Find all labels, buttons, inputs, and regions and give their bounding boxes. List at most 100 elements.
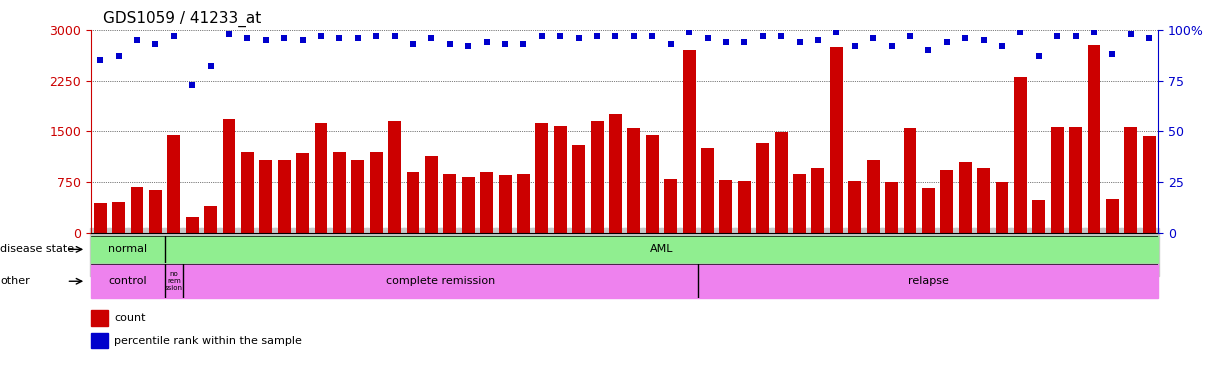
Bar [517, 174, 530, 232]
Bar [1088, 45, 1100, 232]
Bar [904, 128, 916, 232]
Point [1029, 53, 1048, 59]
Text: GDS1059 / 41233_at: GDS1059 / 41233_at [103, 11, 261, 27]
Bar [1124, 127, 1138, 232]
Point [1121, 31, 1140, 37]
Bar [591, 121, 604, 232]
Bar [241, 152, 254, 232]
Point [533, 33, 552, 39]
Bar [1050, 127, 1064, 232]
Text: disease state: disease state [0, 244, 74, 254]
Text: AML: AML [650, 244, 673, 254]
Bar [996, 182, 1008, 232]
Bar [535, 123, 548, 232]
Bar [573, 145, 585, 232]
Point [238, 35, 257, 41]
Point [514, 41, 534, 47]
Bar [91, 310, 108, 326]
Point [91, 57, 110, 63]
Point [164, 33, 183, 39]
Bar [406, 172, 420, 232]
Point [900, 33, 919, 39]
Point [605, 33, 625, 39]
Bar [278, 160, 291, 232]
Point [643, 33, 662, 39]
Bar [978, 168, 990, 232]
Bar [260, 160, 272, 232]
Bar [738, 180, 751, 232]
Bar [958, 162, 972, 232]
Bar [93, 204, 107, 232]
Point [312, 33, 331, 39]
Point [385, 33, 404, 39]
Bar [296, 153, 309, 232]
Bar [91, 236, 165, 262]
Bar [1106, 199, 1118, 232]
Point [220, 31, 239, 37]
Point [1066, 33, 1086, 39]
Bar [222, 119, 235, 232]
Point [753, 33, 773, 39]
Bar [922, 188, 935, 232]
Bar [848, 180, 861, 232]
Point [551, 33, 570, 39]
Text: relapse: relapse [907, 276, 949, 286]
Bar [830, 47, 843, 232]
Point [274, 35, 294, 41]
Bar [867, 160, 879, 232]
Point [1084, 29, 1104, 35]
Bar [793, 174, 805, 232]
Point [422, 35, 442, 41]
Bar [627, 128, 640, 232]
Bar [183, 264, 699, 298]
Bar [165, 264, 183, 298]
Point [1048, 33, 1067, 39]
Point [109, 53, 129, 59]
Point [845, 43, 865, 49]
Bar [665, 178, 677, 232]
Bar [1143, 136, 1156, 232]
Point [440, 41, 460, 47]
Point [679, 29, 699, 35]
Bar [370, 152, 382, 232]
Point [366, 33, 386, 39]
Text: control: control [108, 276, 147, 286]
Point [330, 35, 349, 41]
Bar [1032, 200, 1046, 232]
Point [404, 41, 423, 47]
Point [348, 35, 368, 41]
Bar [719, 180, 733, 232]
Bar [112, 202, 125, 232]
Bar [554, 126, 566, 232]
Text: normal: normal [108, 244, 147, 254]
Text: percentile rank within the sample: percentile rank within the sample [114, 336, 302, 346]
Point [292, 37, 312, 43]
Bar [91, 333, 108, 348]
Point [459, 43, 478, 49]
Bar [609, 114, 622, 232]
Point [625, 33, 644, 39]
Point [495, 41, 514, 47]
Point [569, 35, 588, 41]
Point [716, 39, 735, 45]
Point [127, 37, 147, 43]
Bar [352, 160, 364, 232]
Bar [885, 182, 898, 232]
Bar [1069, 127, 1082, 232]
Bar [462, 177, 474, 232]
Point [956, 35, 975, 41]
Point [146, 41, 165, 47]
Text: other: other [0, 276, 30, 286]
Point [808, 37, 827, 43]
Bar [480, 172, 494, 232]
Bar [314, 123, 328, 232]
Point [918, 47, 938, 53]
Point [735, 39, 754, 45]
Bar [131, 187, 143, 232]
Point [201, 63, 221, 69]
Point [974, 37, 993, 43]
Bar [1014, 77, 1027, 232]
Point [182, 82, 201, 88]
Bar [204, 206, 217, 232]
Bar [699, 264, 1158, 298]
